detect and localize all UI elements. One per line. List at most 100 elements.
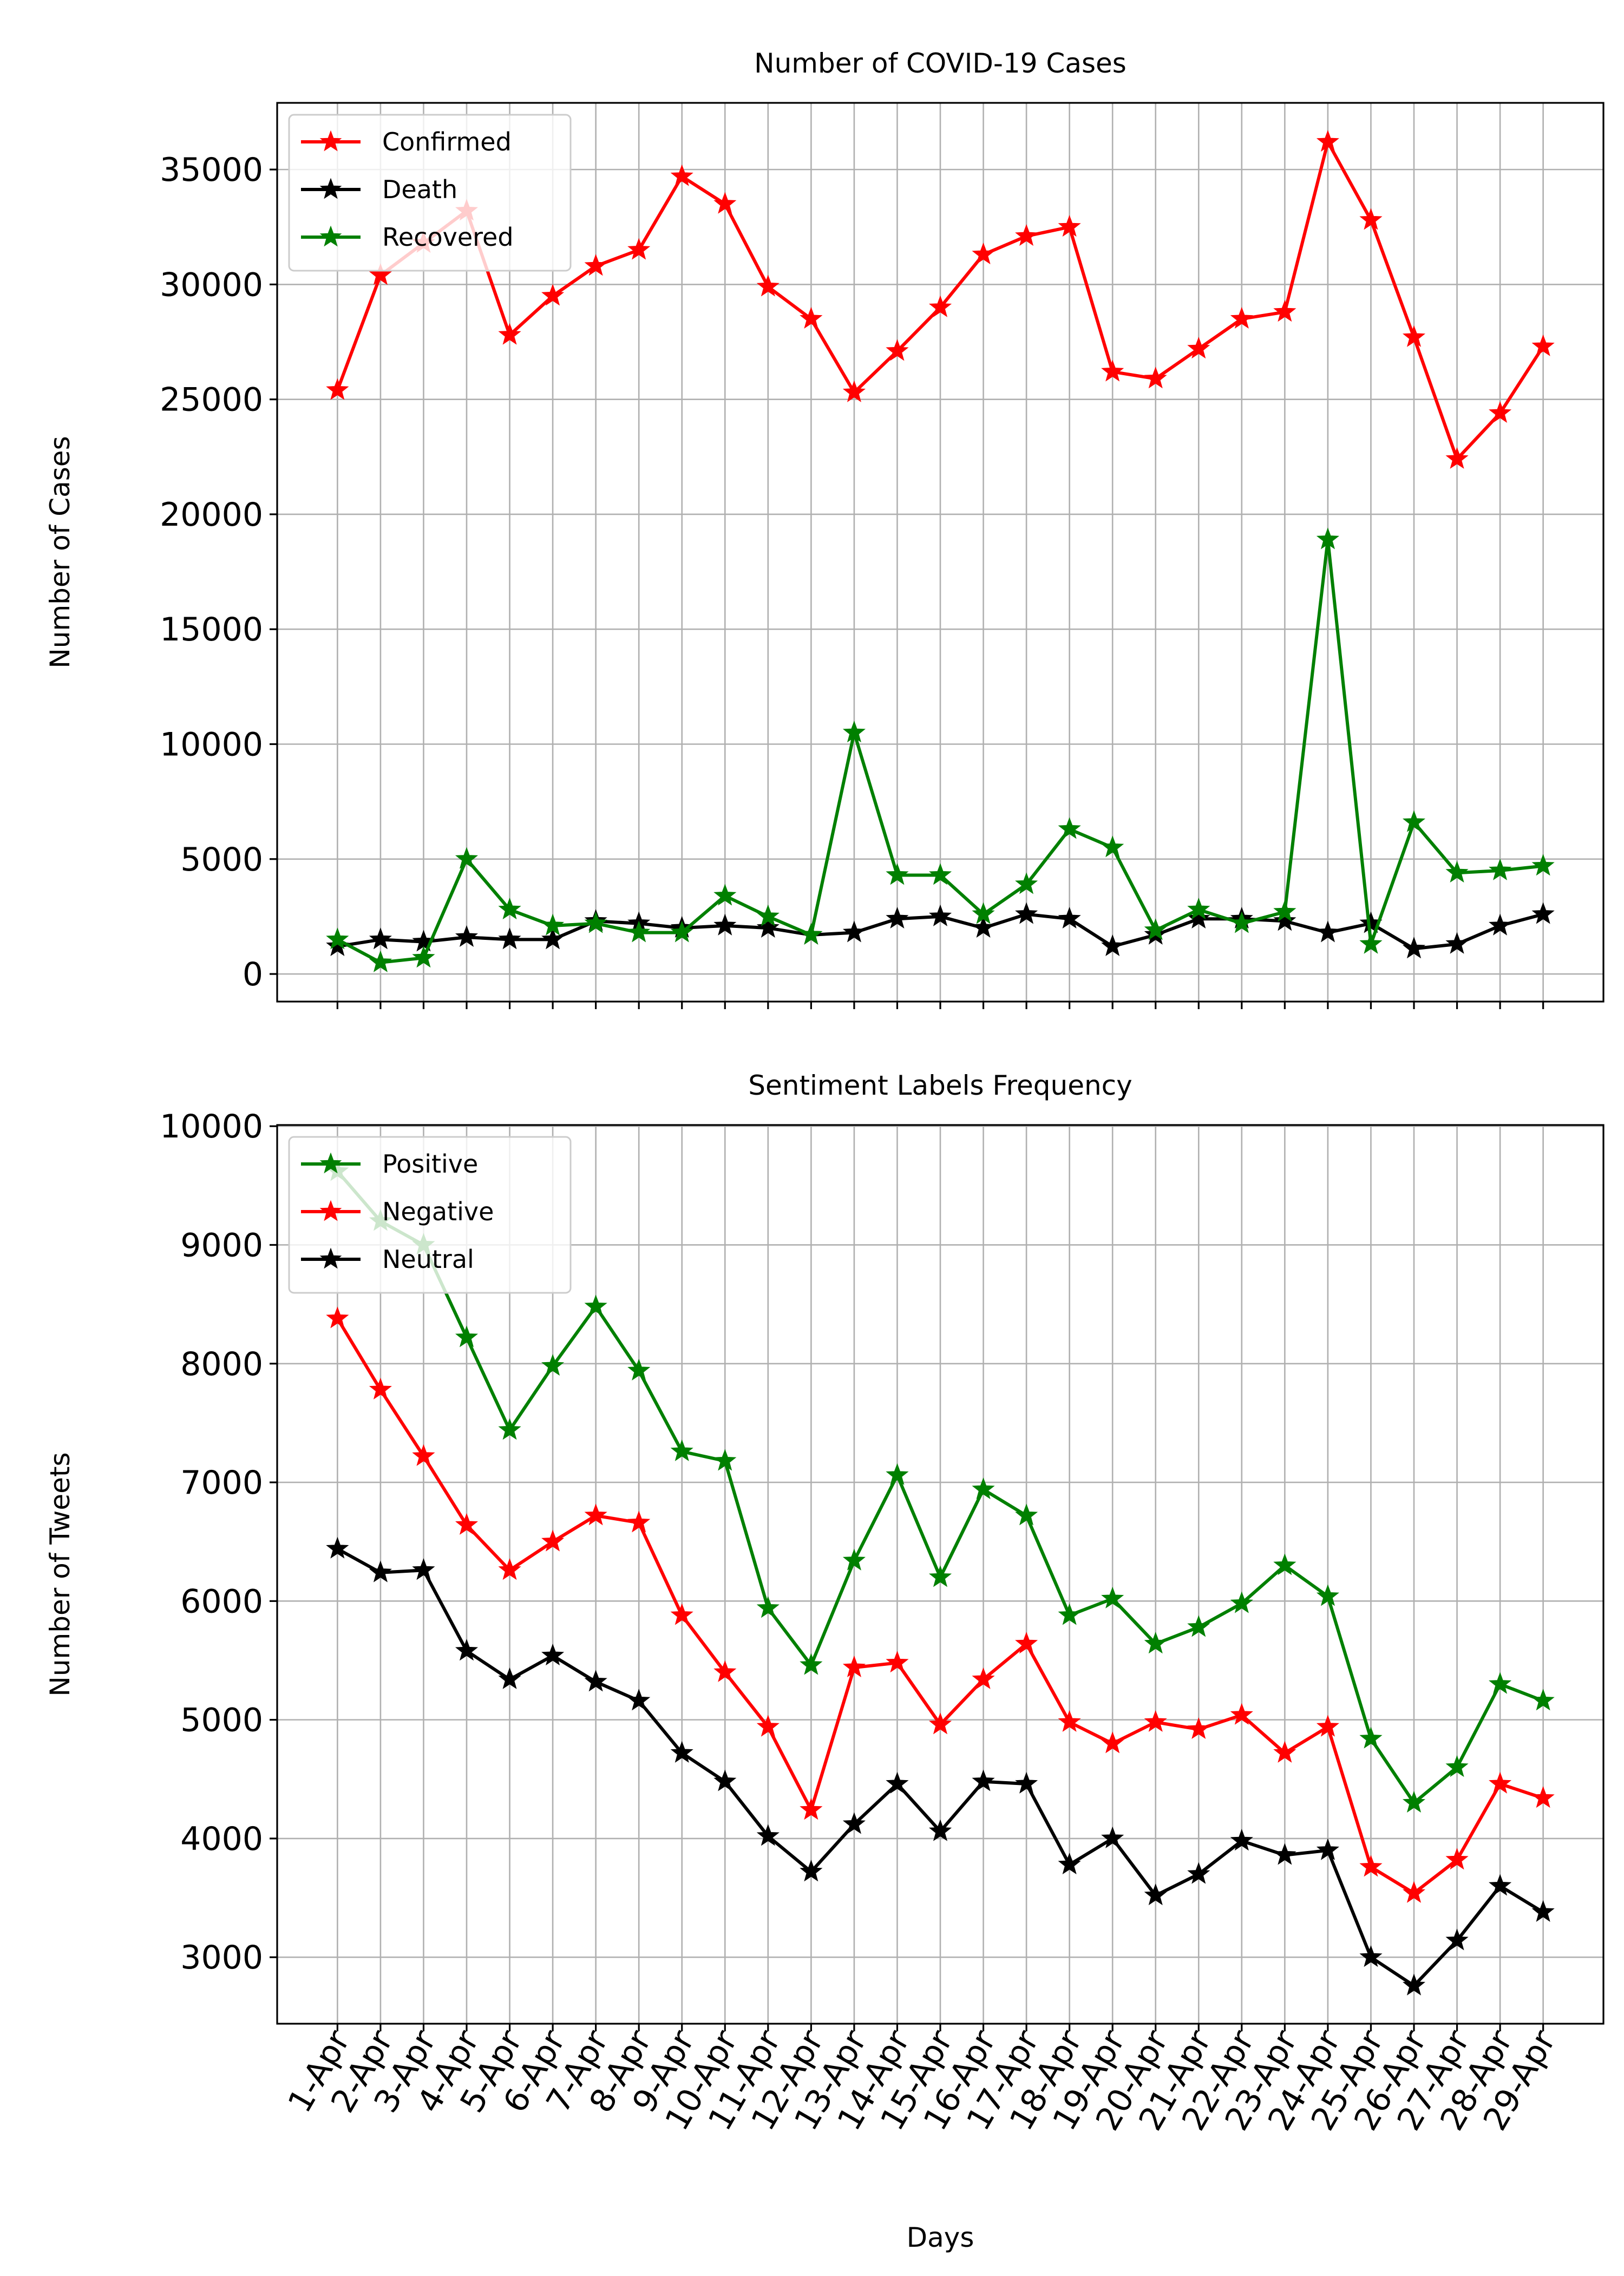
data-point-recovered — [800, 923, 823, 945]
data-point-death — [455, 925, 479, 947]
data-point-neutral — [326, 1536, 349, 1559]
data-point-confirmed — [1531, 334, 1555, 356]
y-tick-label: 15000 — [160, 611, 263, 649]
data-point-neutral — [1187, 1862, 1210, 1884]
y-tick-label: 10000 — [160, 1108, 263, 1146]
data-point-positive — [1359, 1726, 1383, 1749]
data-point-negative — [1489, 1771, 1512, 1794]
ticks: 3000400050006000700080009000100001-Apr2-… — [160, 1108, 1563, 2137]
series-neutral — [326, 1536, 1555, 1996]
data-point-positive — [1101, 1586, 1124, 1608]
data-point-recovered — [886, 863, 909, 885]
data-point-confirmed — [1058, 215, 1081, 237]
data-point-positive — [1144, 1632, 1167, 1654]
data-point-confirmed — [1015, 224, 1038, 246]
data-point-death — [1058, 907, 1081, 929]
data-point-confirmed — [1316, 130, 1339, 152]
data-point-recovered — [1316, 527, 1339, 550]
data-point-confirmed — [800, 306, 823, 329]
ticks: 0 5000 10000 15000 20000 25000 30000 35000 — [160, 151, 1544, 1009]
data-point-recovered — [1015, 872, 1038, 894]
y-tick-label: 30000 — [160, 266, 263, 304]
data-point-confirmed — [1489, 401, 1512, 423]
data-point-positive — [1273, 1553, 1296, 1575]
chart-title: Number of COVID-19 Cases — [754, 48, 1127, 79]
data-point-confirmed — [1273, 300, 1296, 322]
data-point-negative — [412, 1444, 435, 1466]
data-point-neutral — [1230, 1829, 1253, 1851]
data-point-neutral — [627, 1689, 651, 1711]
data-point-neutral — [1445, 1928, 1469, 1951]
data-point-confirmed — [928, 295, 952, 317]
series-recovered — [326, 527, 1555, 972]
data-point-neutral — [369, 1560, 392, 1582]
data-point-positive — [1531, 1689, 1555, 1711]
data-point-negative — [1359, 1855, 1383, 1877]
data-point-neutral — [972, 1769, 995, 1791]
data-point-negative — [800, 1798, 823, 1820]
data-point-negative — [1144, 1710, 1167, 1732]
data-point-confirmed — [1445, 447, 1469, 469]
data-point-positive — [541, 1354, 565, 1376]
series-negative — [326, 1306, 1555, 1903]
data-point-death — [541, 927, 565, 950]
data-point-positive — [455, 1325, 479, 1348]
series-layer — [326, 130, 1555, 972]
data-point-positive — [1489, 1672, 1512, 1694]
data-point-positive — [498, 1418, 521, 1440]
data-point-positive — [1402, 1790, 1426, 1813]
data-point-death — [1187, 907, 1210, 929]
data-point-neutral — [1531, 1900, 1555, 1922]
data-point-confirmed — [972, 243, 995, 265]
data-point-neutral — [412, 1558, 435, 1580]
data-point-negative — [670, 1603, 693, 1625]
data-point-neutral — [1489, 1874, 1512, 1896]
data-point-confirmed — [369, 263, 392, 285]
data-point-neutral — [455, 1639, 479, 1661]
data-point-death — [1531, 902, 1555, 924]
data-point-neutral — [1316, 1838, 1339, 1860]
data-point-negative — [1015, 1632, 1038, 1654]
data-point-recovered — [1359, 932, 1383, 954]
data-point-neutral — [1144, 1883, 1167, 1906]
data-point-confirmed — [1101, 359, 1124, 382]
data-point-confirmed — [1144, 367, 1167, 389]
covid-cases-panel: 0 5000 10000 15000 20000 25000 30000 35000 Numb… — [44, 48, 1605, 1009]
data-point-negative — [498, 1558, 521, 1580]
data-point-confirmed — [1187, 337, 1210, 359]
data-point-positive — [584, 1294, 607, 1317]
y-axis-label: Number of Cases — [44, 436, 76, 668]
data-point-recovered — [1273, 900, 1296, 922]
data-point-confirmed — [326, 378, 349, 400]
data-point-recovered — [670, 920, 693, 943]
y-tick-label: 20000 — [160, 496, 263, 534]
data-point-recovered — [1144, 918, 1167, 940]
legend-entry-death: Death — [301, 175, 457, 204]
series-confirmed — [326, 130, 1555, 469]
data-point-recovered — [1489, 858, 1512, 880]
data-point-positive — [627, 1358, 651, 1381]
y-tick-label: 9000 — [180, 1226, 263, 1264]
data-point-negative — [972, 1667, 995, 1689]
data-point-confirmed — [627, 238, 651, 260]
y-tick-label: 35000 — [160, 151, 263, 189]
data-point-negative — [1402, 1881, 1426, 1903]
legend-entry-negative: Negative — [301, 1197, 494, 1226]
svg-text:Recovered: Recovered — [382, 223, 514, 252]
data-point-death — [972, 915, 995, 938]
y-tick-label: 7000 — [180, 1464, 263, 1502]
data-point-positive — [1015, 1503, 1038, 1526]
data-point-death — [1445, 932, 1469, 954]
legend-entry-positive: Positive — [301, 1149, 478, 1179]
data-point-negative — [1230, 1703, 1253, 1725]
data-point-positive — [1187, 1615, 1210, 1637]
sentiment-panel: 3000400050006000700080009000100001-Apr2-… — [44, 1070, 1605, 2253]
legend: Confirmed Death Recovered — [288, 114, 572, 272]
data-point-confirmed — [670, 164, 693, 186]
data-point-recovered — [842, 721, 866, 743]
data-point-positive — [800, 1653, 823, 1675]
data-point-negative — [1531, 1786, 1555, 1808]
data-point-recovered — [972, 902, 995, 924]
data-point-positive — [670, 1439, 693, 1461]
data-point-neutral — [1402, 1973, 1426, 1996]
